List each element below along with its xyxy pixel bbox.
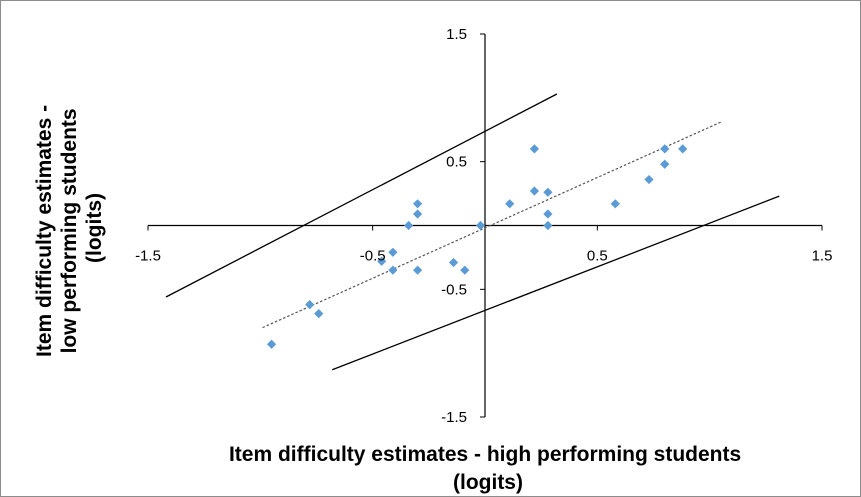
data-point: [660, 144, 670, 154]
x-tick-label: 1.5: [812, 248, 833, 265]
tick-labels: -1.5 -0.5 0.5 1.5 1.5 0.5 -0.5 -1.5: [135, 26, 832, 426]
data-point: [404, 220, 414, 231]
data-point: [678, 144, 688, 154]
data-points: [266, 144, 688, 349]
x-tick-label: -1.5: [135, 248, 161, 265]
data-point: [543, 220, 553, 231]
y-tick-label: 0.5: [446, 154, 467, 171]
data-point: [377, 256, 387, 266]
data-point: [413, 209, 423, 219]
data-point: [305, 300, 315, 310]
data-point: [475, 220, 486, 231]
data-point: [543, 187, 553, 197]
x-axis-title-line-1: Item difficulty estimates - high perform…: [229, 443, 741, 466]
data-point: [529, 144, 540, 154]
reference-lines: [165, 93, 780, 371]
data-point: [529, 186, 540, 196]
data-point: [610, 199, 620, 209]
data-point: [266, 339, 277, 349]
y-axis-title: Item difficulty estimates - low performi…: [33, 99, 106, 357]
y-axis-title-line-1: Item difficulty estimates -: [33, 105, 56, 357]
data-point: [448, 257, 459, 268]
data-point: [388, 265, 398, 275]
upper-line: [165, 93, 558, 298]
y-tick-label: -0.5: [441, 281, 467, 298]
data-point: [460, 265, 470, 275]
data-point: [660, 159, 670, 169]
y-tick-label: -1.5: [441, 409, 467, 426]
data-point: [644, 174, 654, 185]
data-point: [388, 247, 398, 257]
lower-line: [331, 195, 780, 371]
y-tick-label: 1.5: [446, 26, 467, 43]
y-axis-title-line-2: low performing students: [58, 108, 81, 353]
trend-line: [262, 121, 722, 329]
y-axis-title-line-3: (logits): [83, 193, 106, 263]
x-axis-title-line-2: (logits): [453, 471, 523, 494]
data-point: [413, 265, 423, 275]
data-point: [505, 199, 515, 209]
x-tick-label: -0.5: [360, 248, 386, 265]
data-point: [413, 199, 423, 209]
data-point: [543, 209, 553, 219]
x-tick-label: 0.5: [587, 248, 608, 265]
x-axis-title: Item difficulty estimates - high perform…: [229, 443, 747, 494]
data-point: [314, 308, 324, 319]
